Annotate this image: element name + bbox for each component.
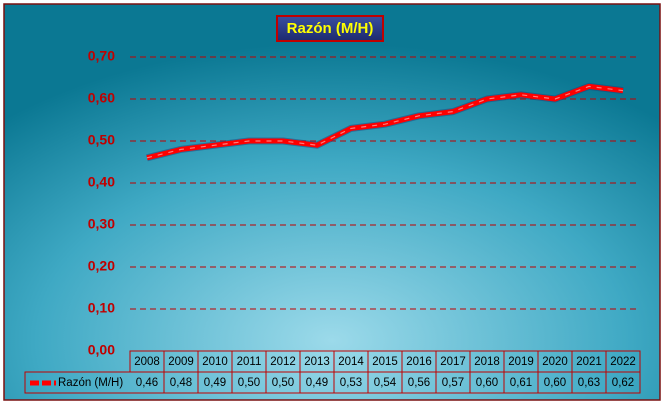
x-tick-label: 2012 — [270, 356, 296, 368]
data-label: 0,56 — [408, 377, 430, 389]
x-tick-label: 2018 — [474, 356, 500, 368]
y-tick-label: 0,40 — [88, 174, 115, 190]
y-tick-label: 0,70 — [88, 48, 115, 64]
data-table-border — [24, 371, 641, 394]
y-tick-label: 0,60 — [88, 90, 115, 106]
legend-label: Razón (M/H) — [58, 377, 123, 389]
data-label: 0,50 — [238, 377, 260, 389]
y-tick-label: 0,00 — [88, 342, 115, 358]
title-box — [276, 15, 384, 42]
x-tick-label: 2021 — [576, 356, 602, 368]
data-label: 0,63 — [578, 377, 600, 389]
data-label: 0,50 — [272, 377, 294, 389]
x-tick-label: 2008 — [134, 356, 160, 368]
data-label: 0,60 — [544, 377, 566, 389]
y-tick-label: 0,50 — [88, 132, 115, 148]
y-tick-label: 0,30 — [88, 216, 115, 232]
data-label: 0,61 — [510, 377, 532, 389]
x-tick-label: 2022 — [610, 356, 636, 368]
data-label: 0,57 — [442, 377, 464, 389]
data-label: 0,60 — [476, 377, 498, 389]
data-label: 0,53 — [340, 377, 362, 389]
x-tick-label: 2011 — [237, 356, 262, 368]
data-label: 0,49 — [204, 377, 226, 389]
x-tick-label: 2013 — [304, 356, 330, 368]
data-label: 0,46 — [136, 377, 158, 389]
x-tick-label: 2014 — [338, 356, 364, 368]
x-tick-label: 2010 — [202, 356, 228, 368]
x-tick-label: 2016 — [406, 356, 432, 368]
data-label: 0,49 — [306, 377, 328, 389]
x-tick-label: 2019 — [508, 356, 534, 368]
x-tick-label: 2020 — [542, 356, 568, 368]
x-tick-label: 2015 — [372, 356, 398, 368]
chart-title: Razón (M/H) — [287, 20, 374, 37]
x-tick-label: 2009 — [168, 356, 194, 368]
x-tick-label: 2017 — [440, 356, 466, 368]
data-label: 0,48 — [170, 377, 192, 389]
y-tick-label: 0,10 — [88, 300, 115, 316]
y-tick-label: 0,20 — [88, 258, 115, 274]
series-line-dash — [146, 85, 624, 159]
data-label: 0,62 — [612, 377, 634, 389]
chart-background — [3, 3, 661, 401]
data-label: 0,54 — [374, 377, 397, 389]
